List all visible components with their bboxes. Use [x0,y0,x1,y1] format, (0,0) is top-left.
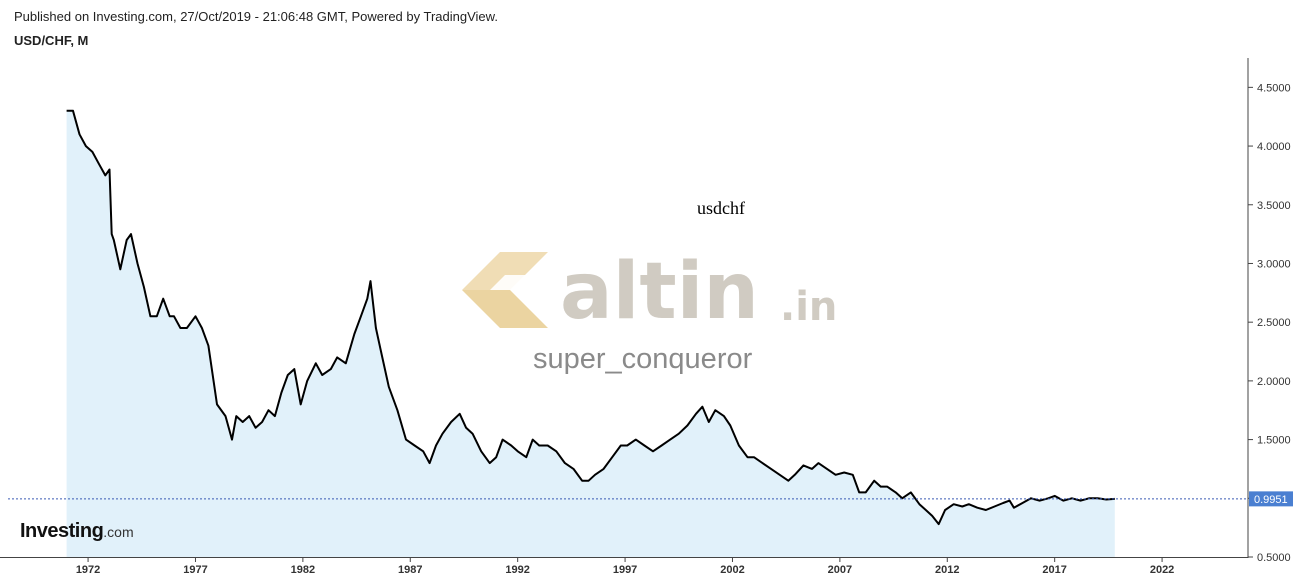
x-tick-label: 1977 [183,564,207,576]
x-tick-label: 1982 [291,564,315,576]
x-tick-label: 1987 [398,564,422,576]
chart-title: USD/CHF, M [14,33,89,48]
y-tick-label: 4.5000 [1257,82,1291,94]
watermark-logo-suffix: .in [780,284,837,330]
price-line [66,109,1115,526]
x-tick-label: 2017 [1042,564,1066,576]
y-tick-label: 2.5000 [1257,317,1291,329]
y-tick-label: 0.5000 [1257,552,1291,564]
investing-logo: Investing.com [20,520,134,543]
y-tick-label: 4.0000 [1257,141,1291,153]
x-axis-ticks: 1972 1977 1982 1987 1992 1997 2002 2007 2012 2017… [76,557,1174,576]
watermark-user: super_conqueror [533,343,753,375]
y-tick-label: 1.5000 [1257,435,1291,447]
last-price-tag: 0.9951 [1249,491,1293,507]
altin-logo-icon [462,252,548,328]
published-note: Published on Investing.com, 27/Oct/2019 … [14,9,498,24]
x-tick-label: 1972 [76,564,100,576]
last-price-label: 0.9951 [1254,494,1288,506]
y-tick-label: 3.5000 [1257,200,1291,212]
x-tick-label: 2007 [828,564,852,576]
x-tick-label: 2002 [720,564,744,576]
x-tick-label: 2012 [935,564,959,576]
last-price-tag-bg [1249,491,1293,507]
watermark-logo-text: altin [560,247,759,337]
watermark: altin .in super_conqueror [462,247,837,375]
chart-annotation: usdchf [697,198,745,218]
x-tick-label: 2022 [1150,564,1174,576]
brand-name: Investing [20,520,104,542]
brand-suffix: .com [103,524,134,540]
x-tick-label: 1992 [505,564,529,576]
price-area-fill [66,110,1115,558]
x-tick-label: 1997 [613,564,637,576]
y-tick-label: 2.0000 [1257,376,1291,388]
y-tick-label: 3.0000 [1257,258,1291,270]
